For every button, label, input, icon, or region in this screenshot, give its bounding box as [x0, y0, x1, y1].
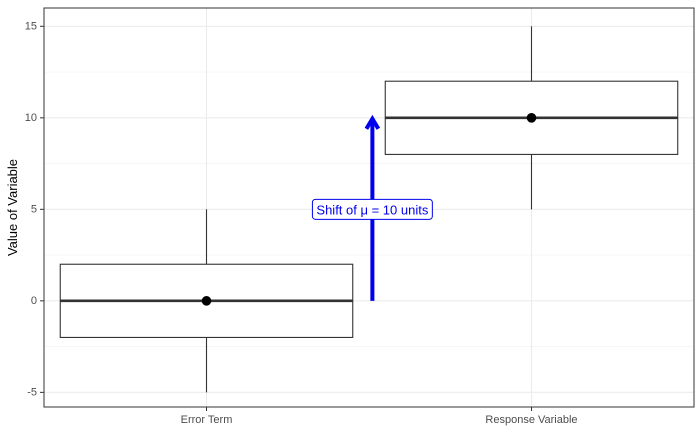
mean-point	[526, 113, 537, 123]
panel-border	[43, 7, 695, 408]
x-tick-label: Error Term	[181, 414, 233, 426]
y-tick-label: 0	[31, 295, 37, 307]
x-axis: Error Term Response Variable	[181, 407, 578, 426]
y-tick-label: 15	[25, 20, 37, 32]
y-axis-title: Value of Variable	[5, 159, 20, 256]
x-tick-label: Response Variable	[485, 414, 577, 426]
shift-arrow-head	[364, 114, 381, 130]
y-axis: -5 0 5 10 15	[25, 20, 44, 398]
shift-label: Shift of μ = 10 units	[316, 202, 428, 217]
y-tick-label: 5	[31, 203, 37, 215]
mean-point	[201, 296, 212, 306]
shift-annotation: Shift of μ = 10 units	[311, 114, 433, 301]
shift-label-box	[311, 198, 433, 220]
y-tick-label: -5	[27, 386, 37, 398]
y-tick-label: 10	[25, 112, 37, 124]
boxplots	[59, 26, 679, 393]
